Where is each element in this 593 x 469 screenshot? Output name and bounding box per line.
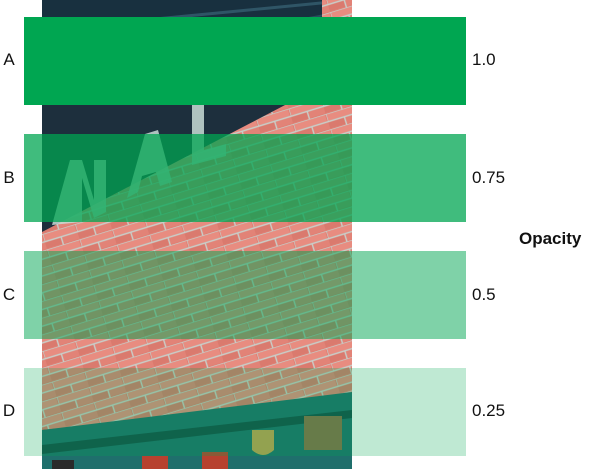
opacity-value-d: 0.25 [472,401,506,420]
row-label-d: D [2,401,16,420]
opacity-bar-a [24,17,466,105]
opacity-value-b: 0.75 [472,168,506,187]
row-label-c: C [2,285,16,304]
opacity-value-a: 1.0 [472,50,496,69]
opacity-axis-title: Opacity [519,229,582,248]
opacity-bar-b [24,134,466,222]
opacity-bar-c [24,251,466,339]
row-label-a: A [3,50,15,69]
row-label-b: B [3,168,15,187]
opacity-value-c: 0.5 [472,285,496,304]
opacity-bar-d [24,368,466,456]
